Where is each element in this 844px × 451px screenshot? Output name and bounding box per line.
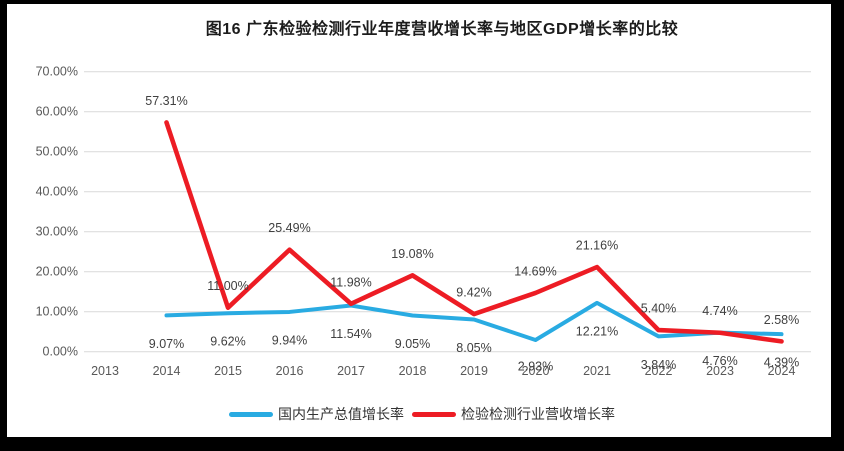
- chart-panel: [7, 4, 831, 437]
- x-axis-label: 2023: [706, 364, 734, 378]
- data-label: 19.08%: [391, 247, 433, 261]
- x-axis-label: 2017: [337, 364, 365, 378]
- x-axis-label: 2024: [768, 364, 796, 378]
- chart-title: 图16 广东检验检测行业年度营收增长率与地区GDP增长率的比较: [205, 21, 679, 38]
- series-line-industry: [164, 120, 784, 344]
- legend-label-industry: 检验检测行业营收增长率: [461, 406, 615, 422]
- x-axis-label: 2020: [522, 364, 550, 378]
- y-tick-label: 10.00%: [36, 305, 78, 319]
- data-label: 11.54%: [330, 327, 371, 341]
- y-tick-label: 70.00%: [36, 65, 78, 79]
- x-axis-label: 2015: [214, 364, 242, 378]
- legend-item-gdp: 国内生产总值增长率: [229, 404, 404, 424]
- data-label: 21.16%: [576, 239, 618, 253]
- data-label: 4.74%: [702, 304, 737, 318]
- legend-swatch-industry: [412, 411, 456, 417]
- data-label: 12.21%: [576, 324, 618, 338]
- y-tick-label: 40.00%: [36, 185, 78, 199]
- data-label: 8.05%: [456, 341, 491, 355]
- legend-label-gdp: 国内生产总值增长率: [278, 406, 404, 422]
- data-label: 9.07%: [149, 337, 184, 351]
- y-tick-label: 30.00%: [36, 225, 78, 239]
- data-label: 11.98%: [330, 275, 371, 289]
- data-label: 5.40%: [641, 302, 676, 316]
- x-axis-label: 2019: [460, 364, 488, 378]
- y-tick-label: 20.00%: [36, 265, 78, 279]
- data-label: 4.76%: [702, 354, 737, 368]
- data-label: 9.94%: [272, 333, 307, 347]
- x-axis-label: 2021: [583, 364, 611, 378]
- chart-legend: 国内生产总值增长率 检验检测行业营收增长率: [0, 404, 844, 424]
- data-label: 57.31%: [145, 94, 187, 108]
- x-axis-label: 2022: [645, 364, 673, 378]
- legend-item-industry: 检验检测行业营收增长率: [412, 404, 615, 424]
- data-label: 2.93%: [518, 360, 553, 374]
- data-label: 25.49%: [268, 221, 310, 235]
- y-tick-label: 0.00%: [43, 345, 78, 359]
- legend-swatch-gdp: [229, 411, 273, 417]
- data-label: 9.62%: [210, 335, 245, 349]
- data-label: 9.05%: [395, 337, 430, 351]
- x-axis-label: 2016: [276, 364, 304, 378]
- data-label: 14.69%: [514, 264, 556, 278]
- series-line-gdp: [164, 300, 784, 342]
- data-label: 3.84%: [641, 358, 676, 372]
- x-axis-label: 2013: [91, 364, 119, 378]
- data-label: 11.00%: [207, 279, 248, 293]
- x-axis-label: 2014: [153, 364, 181, 378]
- x-axis-label: 2018: [399, 364, 427, 378]
- y-tick-label: 50.00%: [36, 145, 78, 159]
- data-label: 9.42%: [456, 286, 491, 300]
- y-tick-label: 60.00%: [36, 105, 78, 119]
- data-label: 4.39%: [764, 356, 799, 370]
- data-label: 2.58%: [764, 313, 799, 327]
